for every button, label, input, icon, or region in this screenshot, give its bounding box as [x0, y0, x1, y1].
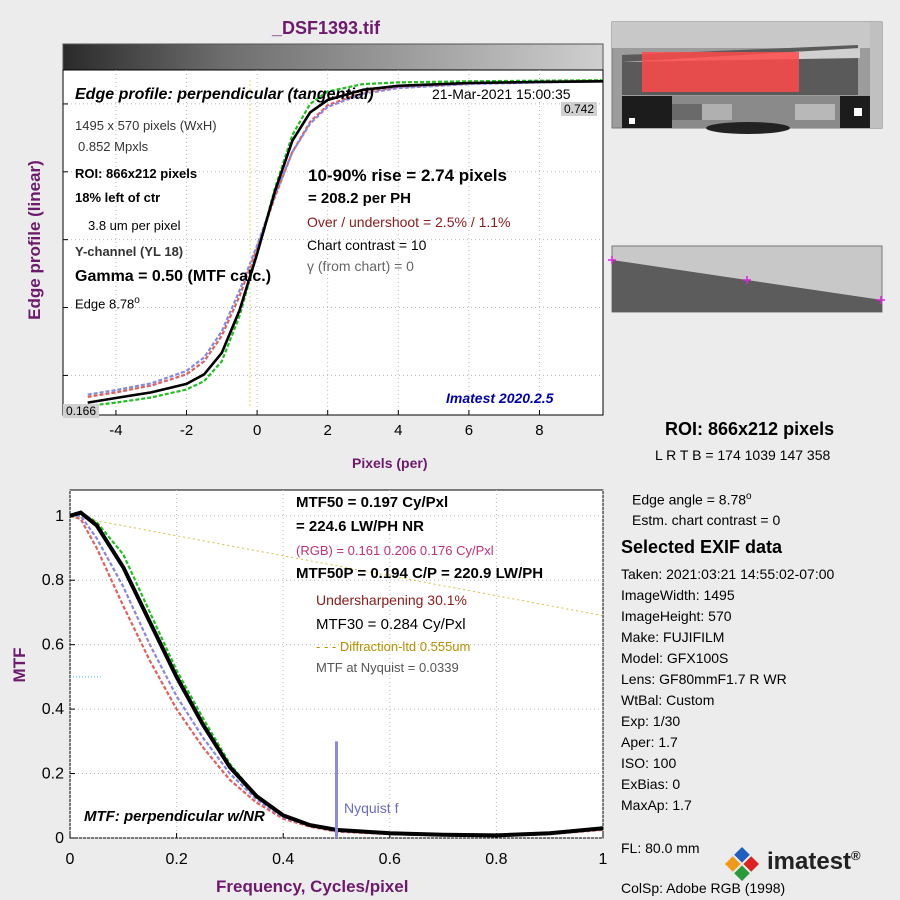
exif-line: MaxAp: 1.7 [621, 797, 692, 813]
roi-thumbnail[interactable] [608, 245, 885, 313]
edge-mpxls: 0.852 Mpxls [78, 139, 149, 154]
x-tick-label: 0.6 [379, 851, 401, 868]
exif-line: Taken: 2021:03:21 14:55:02-07:00 [621, 566, 835, 582]
edge-heading: Edge profile: perpendicular (tangential) [75, 86, 374, 103]
mtf-rgb-text: (RGB) = 0.161 0.206 0.176 Cy/Pxl [296, 543, 494, 558]
side-estm: Estm. chart contrast = 0 [632, 512, 781, 528]
side-roi: ROI: 866x212 pixels [665, 419, 835, 439]
edge-gradient-bar [62, 43, 604, 71]
side-lrtb: L R T B = 174 1039 147 358 [655, 447, 831, 463]
rise-text: 10-90% rise = 2.74 pixels [308, 166, 507, 185]
y-tick-label: 0.4 [42, 701, 64, 718]
imatest-logo-text: imatest® [767, 848, 861, 876]
edge-roi: ROI: 866x212 pixels [75, 166, 198, 181]
edge-angle-value: Edge 8.78 [75, 296, 135, 312]
mtf50-text: MTF50 = 0.197 Cy/Pxl [296, 494, 449, 511]
edge-max-label: 0.742 [561, 102, 598, 116]
gamma-chart-text: γ (from chart) = 0 [307, 258, 414, 274]
x-tick-label: 0.4 [272, 851, 294, 868]
mtf50p-text: MTF50P = 0.194 C/P = 220.9 LW/PH [296, 565, 544, 582]
exif-line: ImageHeight: 570 [621, 608, 732, 624]
undersharp-text: Undersharpening 30.1% [316, 592, 467, 608]
y-tick-label: 0.2 [42, 766, 64, 783]
exif-line: Lens: GF80mmF1.7 R WR [621, 671, 787, 687]
mtf-xlabel: Frequency, Cycles/pixel [216, 877, 409, 896]
y-tick-label: 0 [55, 830, 64, 847]
edge-xlabel: Pixels (per) [352, 455, 428, 471]
exif-line: Make: FUJIFILM [621, 629, 725, 645]
x-tick-label: 4 [394, 422, 402, 439]
series-y-line [69, 510, 604, 838]
exif-line: ImageWidth: 1495 [621, 587, 735, 603]
edge-plot-area [62, 69, 604, 416]
y-tick-label: 1 [55, 508, 64, 525]
file-title: _DSF1393.tif [272, 18, 381, 38]
x-tick-label: -2 [180, 422, 193, 439]
nyquist-label: Nyquist f [344, 800, 399, 816]
x-tick-label: -4 [109, 422, 122, 439]
exif-line: Aper: 1.7 [621, 734, 678, 750]
edge-angle-degree: o [134, 295, 140, 306]
side-edge-angle-degree: o [746, 491, 752, 502]
exif-line: Model: GFX100S [621, 650, 729, 666]
edge-size: 1495 x 570 pixels (WxH) [75, 118, 217, 133]
x-tick-label: 0 [253, 422, 261, 439]
edge-ylabel: Edge profile (linear) [25, 160, 44, 320]
x-tick-label: 0 [66, 851, 75, 868]
x-tick-label: 0.8 [485, 851, 507, 868]
edge-plot-curves [87, 79, 604, 408]
mtf50-lwph-text: = 224.6 LW/PH NR [296, 518, 424, 535]
side-edge-angle-value: Edge angle = 8.78 [632, 491, 747, 508]
contrast-text: Chart contrast = 10 [307, 237, 427, 253]
series-diffraction-line [69, 515, 604, 617]
edge-channel: Y-channel (YL 18) [75, 244, 184, 259]
imatest-logo-icon [725, 847, 759, 881]
exif-fl: FL: 80.0 mm [621, 840, 700, 856]
edge-min-label: 0.166 [63, 404, 100, 418]
nyquist-mtf-text: MTF at Nyquist = 0.0339 [316, 660, 459, 675]
edge-position: 18% left of ctr [75, 190, 161, 205]
edge-gamma: Gamma = 0.50 (MTF calc.) [75, 268, 272, 285]
edge-pitch: 3.8 um per pixel [88, 218, 181, 233]
mtf-bottom-label: MTF: perpendicular w/NR [84, 808, 265, 825]
exif-line: Exp: 1/30 [621, 713, 681, 729]
version-text: Imatest 2020.2.5 [446, 390, 554, 406]
y-tick-label: 0.6 [42, 637, 64, 654]
edge-timestamp: 21-Mar-2021 15:00:35 [432, 86, 571, 102]
y-tick-label: 0.8 [42, 572, 64, 589]
imatest-logo-word: imatest [767, 848, 852, 875]
side-edge-angle: Edge angle = 8.78o [632, 491, 752, 508]
x-tick-label: 2 [324, 422, 332, 439]
diffraction-text: - - - Diffraction-ltd 0.555um [316, 639, 471, 654]
overshoot-text: Over / undershoot = 2.5% / 1.1% [307, 214, 511, 230]
edge-markers [608, 256, 885, 304]
mtf30-text: MTF30 = 0.284 Cy/Pxl [316, 616, 466, 633]
mtf-ylabel: MTF [10, 647, 29, 683]
exif-colsp: ColSp: Adobe RGB (1998) [621, 880, 786, 896]
imatest-logo-registered: ® [851, 848, 861, 863]
x-tick-label: 0.2 [165, 851, 187, 868]
x-tick-label: 8 [535, 422, 543, 439]
chart-thumbnail[interactable] [611, 21, 883, 134]
edge-plot-grid [63, 70, 603, 415]
mtf-plot-ticks: 0 0.2 0.4 0.6 0.8 1 0 0.2 0.4 0.6 0.8 1 [42, 508, 608, 868]
x-tick-label: 1 [599, 851, 608, 868]
exif-line: WtBal: Custom [621, 692, 715, 708]
rise-ph-text: = 208.2 per PH [308, 190, 411, 207]
edge-angle-text: Edge 8.78o [75, 295, 140, 311]
edge-plot-ticks: -4 -2 0 2 4 6 8 [63, 103, 544, 439]
exif-line: ISO: 100 [621, 755, 677, 771]
exif-title: Selected EXIF data [621, 537, 783, 557]
x-tick-label: 6 [465, 422, 473, 439]
exif-line: ExBias: 0 [621, 776, 681, 792]
series-y-line [87, 80, 604, 404]
mtf-plot-curves [69, 510, 604, 838]
roi-highlight [642, 52, 799, 92]
